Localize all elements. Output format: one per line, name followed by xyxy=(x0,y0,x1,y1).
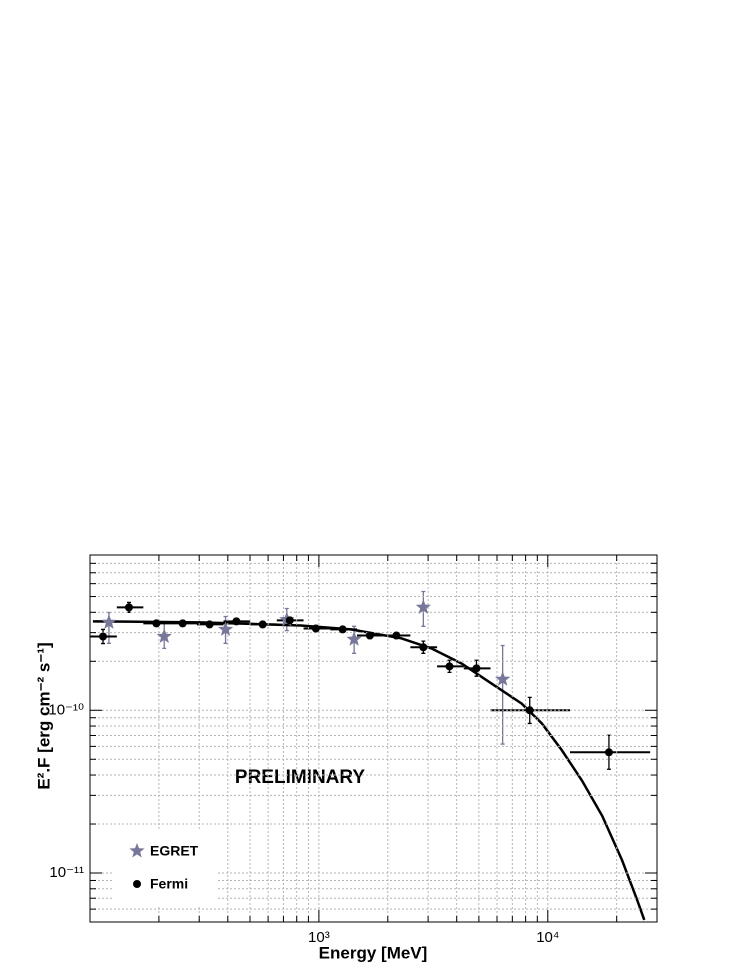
annotation: PRELIMINARY xyxy=(235,767,366,788)
legend-marker xyxy=(133,880,141,888)
point-marker xyxy=(311,624,320,633)
point-marker xyxy=(205,620,214,629)
star-marker xyxy=(495,671,511,686)
star-marker xyxy=(101,614,117,629)
x-axis-label: Energy [MeV] xyxy=(319,943,428,962)
point-marker xyxy=(152,619,161,628)
point-marker xyxy=(525,706,534,715)
point-marker xyxy=(338,625,347,634)
point-marker xyxy=(178,619,187,628)
y-tick-label: 10⁻¹¹ xyxy=(49,864,84,881)
point-marker xyxy=(365,631,374,640)
star-marker xyxy=(156,628,172,643)
point-marker xyxy=(232,617,241,626)
star-marker xyxy=(415,599,431,614)
y-error-bar xyxy=(500,644,505,745)
point-marker xyxy=(445,662,454,671)
star-marker xyxy=(346,631,362,646)
star-marker xyxy=(217,621,234,636)
point-marker xyxy=(604,748,613,757)
legend-box xyxy=(112,831,217,905)
plot-layer xyxy=(90,590,651,921)
point-marker xyxy=(472,664,481,673)
y-tick-label: 10⁻¹⁰ xyxy=(48,701,84,718)
legend-label: EGRET xyxy=(150,843,199,859)
legend-marker xyxy=(129,843,145,858)
y-axis-label: E².F [erg cm⁻² s⁻¹] xyxy=(34,642,53,789)
x-tick-label: 10³ xyxy=(308,929,330,946)
axes-frame xyxy=(89,554,658,923)
legend-label: Fermi xyxy=(150,876,188,892)
point-marker xyxy=(285,616,294,625)
point-marker xyxy=(99,632,108,641)
point-marker xyxy=(258,620,267,629)
point-marker xyxy=(419,643,428,652)
point-marker xyxy=(392,631,401,640)
x-tick-label: 10⁴ xyxy=(536,929,559,946)
model-curve xyxy=(92,620,646,921)
point-marker xyxy=(124,603,133,612)
